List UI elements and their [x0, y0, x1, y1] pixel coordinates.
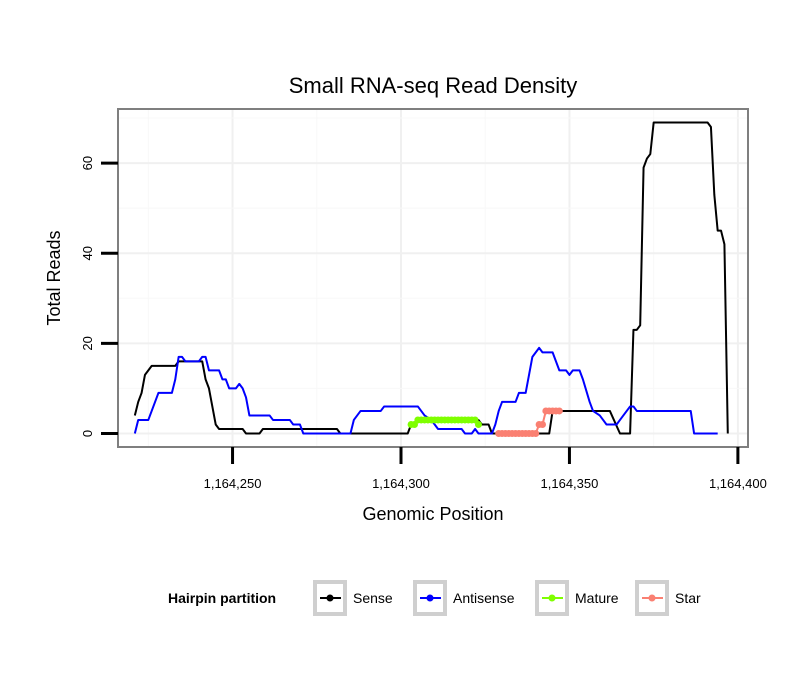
legend-label-antisense: Antisense [453, 590, 515, 606]
data-point-star [555, 407, 563, 415]
data-point-star [538, 420, 546, 428]
series-line-sense [133, 121, 729, 435]
legend-key-point-sense [326, 594, 334, 602]
x-tick-label: 1,164,350 [541, 476, 599, 491]
data-point-mature [474, 420, 482, 428]
series-layer [133, 121, 729, 437]
chart-title: Small RNA-seq Read Density [289, 73, 578, 98]
x-tick-label: 1,164,400 [709, 476, 767, 491]
grid [118, 109, 748, 447]
legend-key-point-mature [548, 594, 556, 602]
legend: Hairpin partition Sense Antisense Mature St… [168, 580, 701, 616]
legend-label-sense: Sense [353, 590, 393, 606]
axes: 1,164,250 1,164,300 1,164,350 1,164,400 0 20 4… [80, 156, 767, 491]
y-tick-label: 0 [80, 430, 95, 437]
y-axis-title: Total Reads [44, 230, 64, 325]
y-tick-label: 60 [80, 156, 95, 170]
legend-label-star: Star [675, 590, 701, 606]
x-axis-title: Genomic Position [362, 504, 503, 524]
x-tick-label: 1,164,250 [204, 476, 262, 491]
y-tick-label: 40 [80, 246, 95, 260]
legend-title: Hairpin partition [168, 590, 276, 606]
series-line-antisense [133, 346, 718, 435]
x-tick-label: 1,164,300 [372, 476, 430, 491]
legend-label-mature: Mature [575, 590, 619, 606]
legend-key-point-antisense [426, 594, 434, 602]
y-tick-label: 20 [80, 336, 95, 350]
legend-key-point-star [648, 594, 656, 602]
data-point-star [532, 429, 540, 437]
